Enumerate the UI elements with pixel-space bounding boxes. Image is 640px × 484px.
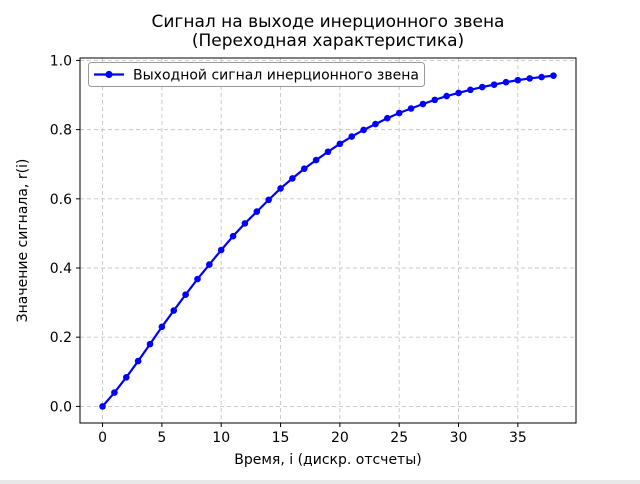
data-point-marker [348,133,356,140]
plot-border [79,57,577,424]
data-point-marker [134,357,142,365]
data-point-marker [170,307,178,314]
axis-ticks [76,59,519,427]
data-series [99,72,557,410]
data-point-marker [289,175,296,182]
signal-line [101,74,554,408]
legend-box [88,62,425,87]
axis-tick-labels: 0 5 10 15 20 25 30 35 0.0 0.2 0.4 0.6 0.8 1.0 [50,53,527,446]
data-point-marker [265,196,272,204]
x-tick-label: 30 [450,430,468,446]
y-tick-label: 0.6 [50,192,72,208]
y-axis-label: Значение сигнала, r(i) [15,159,31,323]
data-point-marker [158,323,166,331]
x-tick-label: 0 [98,430,107,446]
data-point-marker [182,291,189,298]
x-tick-label: 10 [212,430,230,446]
data-point-marker [372,120,379,128]
legend-marker-sample [105,70,113,79]
data-point-marker [360,126,367,134]
data-point-marker [111,389,118,396]
data-point-marker [229,232,237,240]
data-point-marker [467,86,474,94]
y-tick-label: 0.4 [50,261,72,277]
legend-entry-label: Выходной сигнал инерционного звена [133,68,419,84]
data-point-marker [336,140,344,148]
data-point-marker [478,83,486,91]
data-point-marker [194,275,201,283]
data-point-marker [550,72,557,79]
data-point-marker [419,100,427,108]
data-point-marker [300,165,308,173]
data-point-marker [455,89,462,97]
data-point-marker [122,374,130,381]
data-point-marker [538,73,545,81]
x-tick-label: 5 [157,430,166,446]
x-tick-label: 20 [331,430,349,446]
data-point-marker [241,220,249,227]
x-tick-label: 15 [272,430,290,446]
data-point-marker [146,340,154,348]
data-point-marker [407,105,415,112]
data-point-marker [206,261,213,268]
data-point-marker [312,156,320,164]
y-tick-label: 1.0 [50,53,72,69]
x-tick-label: 25 [390,430,408,446]
data-point-marker [395,109,403,117]
data-point-marker [217,246,225,254]
x-tick-label: 35 [509,430,527,446]
legend: Выходной сигнал инерционного звена [88,62,425,87]
data-point-marker [502,78,510,86]
y-tick-label: 0.2 [50,330,72,346]
data-point-marker [99,403,106,410]
data-point-marker [526,75,534,82]
data-point-marker [443,92,450,100]
gridlines [80,58,576,423]
data-point-marker [490,81,498,88]
data-point-marker [324,148,332,156]
data-point-marker [384,114,391,122]
data-point-marker [277,185,284,192]
x-axis-label: Время, i (дискр. отсчеты) [234,452,421,468]
data-point-marker [253,208,261,215]
data-point-marker [514,76,522,84]
y-tick-label: 0.8 [50,123,72,139]
chart-subtitle: (Переходная характеристика) [192,31,464,51]
chart-title: Сигнал на выходе инерционного звена [152,12,505,32]
y-tick-label: 0.0 [50,399,72,415]
data-point-marker [431,96,439,104]
